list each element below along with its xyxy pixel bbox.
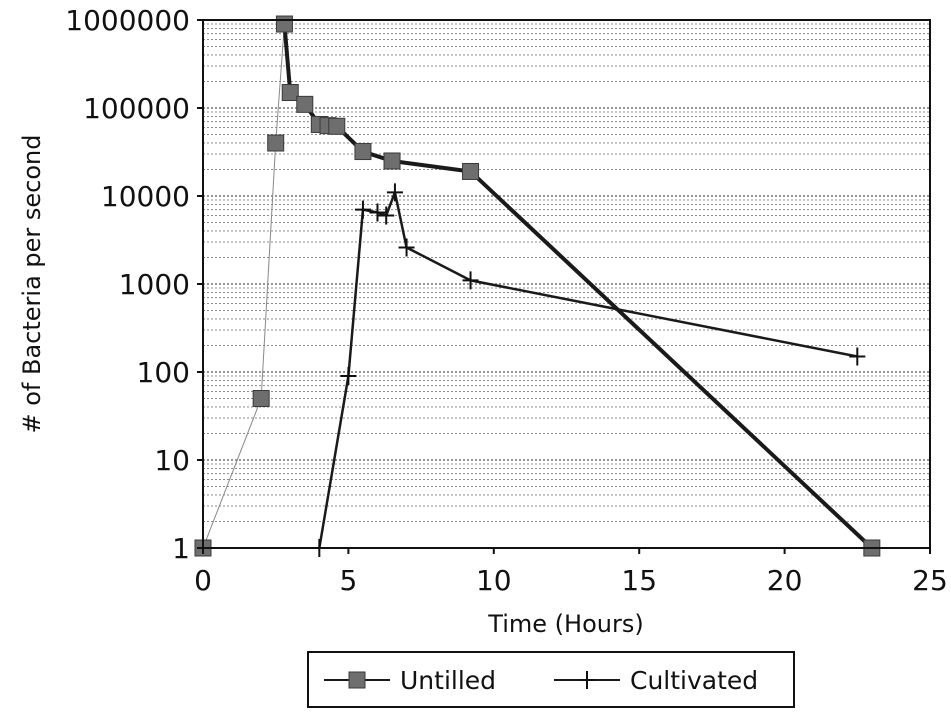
series-line-segment <box>202 397 262 549</box>
x-tick-label: 15 <box>621 564 657 597</box>
series-line-segment <box>393 191 408 249</box>
y-tick-label: 100 <box>137 356 190 389</box>
y-tick-label: 100000 <box>83 92 190 125</box>
legend-item-cultivated: Cultivated <box>554 666 758 695</box>
legend-marker-square <box>348 671 366 689</box>
series-line-segment <box>282 22 293 95</box>
data-point-cross <box>462 271 479 290</box>
series-line-segment <box>384 191 397 217</box>
x-tick-label: 10 <box>476 564 512 597</box>
legend-label: Cultivated <box>630 666 758 695</box>
data-point-square <box>383 152 401 170</box>
data-point-square <box>462 162 480 180</box>
series-line-segment <box>318 374 350 550</box>
legend-label: Untilled <box>400 666 496 695</box>
series-line-segment <box>469 279 859 358</box>
y-tick-label: 1000000 <box>65 4 190 37</box>
x-axis-title: Time (Hours) <box>487 610 643 638</box>
x-tick-label: 0 <box>194 564 212 597</box>
y-tick-label: 1 <box>172 532 190 565</box>
axis-ticks: 0 5 10 15 20 25 1 10 100 1000 10000 100000 1000000 <box>65 4 948 597</box>
legend-item-untilled: Untilled <box>324 666 496 695</box>
data-point-square <box>267 134 285 152</box>
data-point-cross <box>378 206 395 225</box>
data-point-cross <box>340 367 357 386</box>
data-point-cross <box>398 238 415 257</box>
series-line-segment <box>260 142 277 399</box>
series-cultivated <box>311 183 866 557</box>
data-point-square <box>328 117 346 135</box>
data-point-cross <box>369 203 386 222</box>
data-point-cross <box>386 183 403 202</box>
series-line-segment <box>390 158 473 174</box>
y-tick-label: 10 <box>154 444 190 477</box>
data-point-square <box>354 143 372 161</box>
grid <box>203 23 930 523</box>
series-line-segment <box>347 208 365 378</box>
series-line-segment <box>468 169 874 550</box>
data-point-square <box>281 84 299 102</box>
data-point-square <box>252 389 270 407</box>
series-line-segment <box>275 23 285 144</box>
y-tick-label: 10000 <box>101 180 190 213</box>
data-point-square <box>275 15 293 33</box>
series-line-segment <box>405 246 472 282</box>
data-point-square <box>296 95 314 113</box>
legend-items: Untilled Cultivated <box>324 666 758 695</box>
x-tick-label: 20 <box>767 564 803 597</box>
data-point-cross <box>354 200 371 219</box>
y-tick-label: 1000 <box>119 268 190 301</box>
data-point-cross <box>849 347 866 366</box>
x-tick-label: 25 <box>912 564 948 597</box>
legend: Untilled Cultivated <box>307 651 795 708</box>
y-axis-title: # of Bacteria per second <box>18 134 46 433</box>
x-tick-label: 5 <box>339 564 357 597</box>
